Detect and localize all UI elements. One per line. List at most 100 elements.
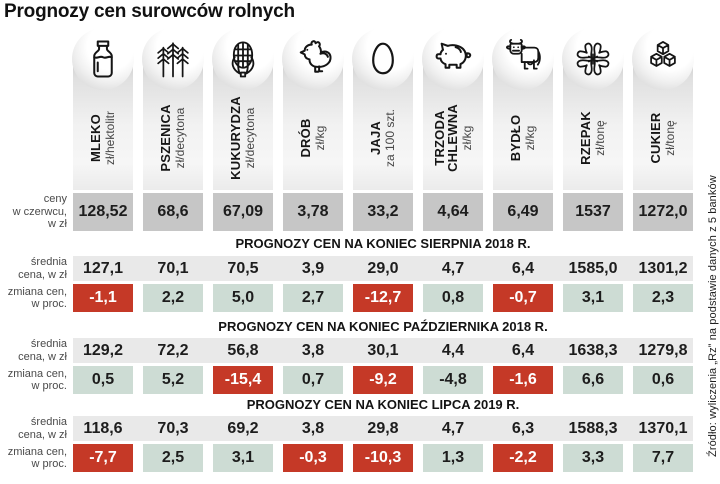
price-change-cell: -0,3 (283, 444, 343, 472)
price-change-cell: 3,3 (563, 444, 623, 472)
price-change-cell: -10,3 (353, 444, 413, 472)
wheat-icon (152, 38, 194, 80)
price-change-cell: 2,7 (283, 284, 343, 312)
june-price-cell: 1537 (563, 193, 623, 231)
column-unit-label: zł/decytona (243, 107, 257, 169)
cow-icon (502, 38, 544, 80)
column-label: BYDŁO zł/kg (493, 74, 553, 202)
column-name-label: CUKIER (648, 112, 663, 164)
commodity-icon-circle (492, 28, 554, 90)
june-price-cell: 6,49 (493, 193, 553, 231)
price-change-cell: 0,8 (423, 284, 483, 312)
price-change-cell: -4,8 (423, 366, 483, 394)
avg-price-cell: 4,7 (441, 419, 465, 437)
column-unit-label: zł/kg (459, 125, 474, 151)
avg-price-cell: 1370,1 (638, 419, 688, 437)
column-name-label: TRZODA CHLEWNA (431, 104, 460, 172)
row-label-avg: średnia cena, w zł (18, 256, 67, 281)
column-label: CUKIER zł/tonę (633, 74, 693, 202)
avg-price-cell: 118,6 (83, 419, 123, 437)
price-change-cell: 5,2 (143, 366, 203, 394)
june-price-cell: 68,6 (143, 193, 203, 231)
avg-price-cell: 6,4 (511, 341, 535, 359)
avg-price-cell: 30,1 (367, 341, 399, 359)
june-price-cell: 1272,0 (633, 193, 693, 231)
commodity-icon-circle (282, 28, 344, 90)
column-unit-label: zł/tonę (593, 120, 607, 156)
price-change-cell: 3,1 (563, 284, 623, 312)
column-label: MLEKO zł/hektolitr (73, 74, 133, 202)
avg-price-cell: 70,5 (227, 259, 259, 277)
forecast-section-header: PROGNOZY CEN NA KONIEC PAŹDZIERNIKA 2018… (218, 319, 548, 334)
column-label: KUKURYDZA zł/decytona (213, 74, 273, 202)
column-name-label: RZEPAK (578, 111, 593, 165)
avg-price-cell: 1301,2 (638, 259, 688, 277)
forecast-section-header: PROGNOZY CEN NA KONIEC LIPCA 2019 R. (246, 397, 520, 412)
price-change-cell: 7,7 (633, 444, 693, 472)
row-label-change: zmiana cen, w proc. (7, 285, 67, 311)
column-unit-label: zł/decytona (173, 107, 187, 169)
sugar-cubes-icon (642, 38, 684, 80)
price-change-cell: -1,1 (73, 284, 133, 312)
row-label-avg: średnia cena, w zł (18, 416, 67, 441)
row-label-change: zmiana cen, w proc. (7, 367, 67, 393)
price-change-cell: 5,0 (213, 284, 273, 312)
column-name-label: PSZENICA (158, 104, 173, 172)
commodity-icon-circle (72, 28, 134, 90)
avg-price-cell: 3,8 (301, 341, 325, 359)
price-change-cell: -12,7 (353, 284, 413, 312)
price-change-cell: 0,5 (73, 366, 133, 394)
corn-icon (222, 38, 264, 80)
price-change-cell: -0,7 (493, 284, 553, 312)
egg-icon (362, 38, 404, 80)
avg-price-cell: 1585,0 (568, 259, 618, 277)
column-unit-label: zł/tonę (663, 120, 677, 156)
price-change-cell: -2,2 (493, 444, 553, 472)
rapeseed-flower-icon (572, 38, 614, 80)
avg-price-cell: 3,8 (301, 419, 325, 437)
avg-price-cell: 29,8 (367, 419, 399, 437)
row-label-avg: średnia cena, w zł (18, 338, 67, 363)
avg-price-cell: 4,7 (441, 259, 465, 277)
column-label: PSZENICA zł/decytona (143, 74, 203, 202)
page-title: Prognozy cen surowców rolnych (4, 1, 295, 22)
avg-price-cell: 70,3 (157, 419, 189, 437)
commodity-icon-circle (212, 28, 274, 90)
price-change-cell: 2,3 (633, 284, 693, 312)
column-name-label: DRÓB (298, 118, 313, 158)
price-change-cell: 0,6 (633, 366, 693, 394)
column-label: TRZODA CHLEWNA zł/kg (423, 74, 483, 202)
price-change-cell: 0,7 (283, 366, 343, 394)
column-name-label: JAJA (368, 120, 383, 156)
price-change-cell: 3,1 (213, 444, 273, 472)
june-price-cell: 3,78 (283, 193, 343, 231)
price-change-cell: -15,4 (213, 366, 273, 394)
source-credit: Źródło: wyliczenia „Rz” na podstawie dan… (707, 175, 719, 457)
commodity-icon-circle (142, 28, 204, 90)
column-label: JAJA za 100 szt. (353, 74, 413, 202)
price-change-cell: 2,2 (143, 284, 203, 312)
june-price-cell: 67,09 (213, 193, 273, 231)
avg-price-cell: 1279,8 (638, 341, 688, 359)
price-change-cell: 6,6 (563, 366, 623, 394)
commodity-icon-circle (422, 28, 484, 90)
avg-price-band (73, 338, 693, 363)
commodity-icon-circle (562, 28, 624, 90)
column-name-label: KUKURYDZA (228, 96, 243, 180)
avg-price-band (73, 416, 693, 441)
price-change-cell: 1,3 (423, 444, 483, 472)
avg-price-cell: 56,8 (227, 341, 259, 359)
commodity-icon-circle (632, 28, 694, 90)
chicken-icon (292, 38, 334, 80)
forecast-section-header: PROGNOZY CEN NA KONIEC SIERPNIA 2018 R. (235, 236, 531, 251)
avg-price-cell: 1588,3 (568, 419, 618, 437)
avg-price-cell: 72,2 (157, 341, 189, 359)
row-label-change: zmiana cen, w proc. (7, 445, 67, 471)
avg-price-cell: 3,9 (301, 259, 325, 277)
avg-price-cell: 129,2 (82, 341, 124, 359)
pig-icon (432, 38, 474, 80)
avg-price-cell: 127,1 (82, 259, 124, 277)
column-label: RZEPAK zł/tonę (563, 74, 623, 202)
avg-price-band (73, 256, 693, 281)
